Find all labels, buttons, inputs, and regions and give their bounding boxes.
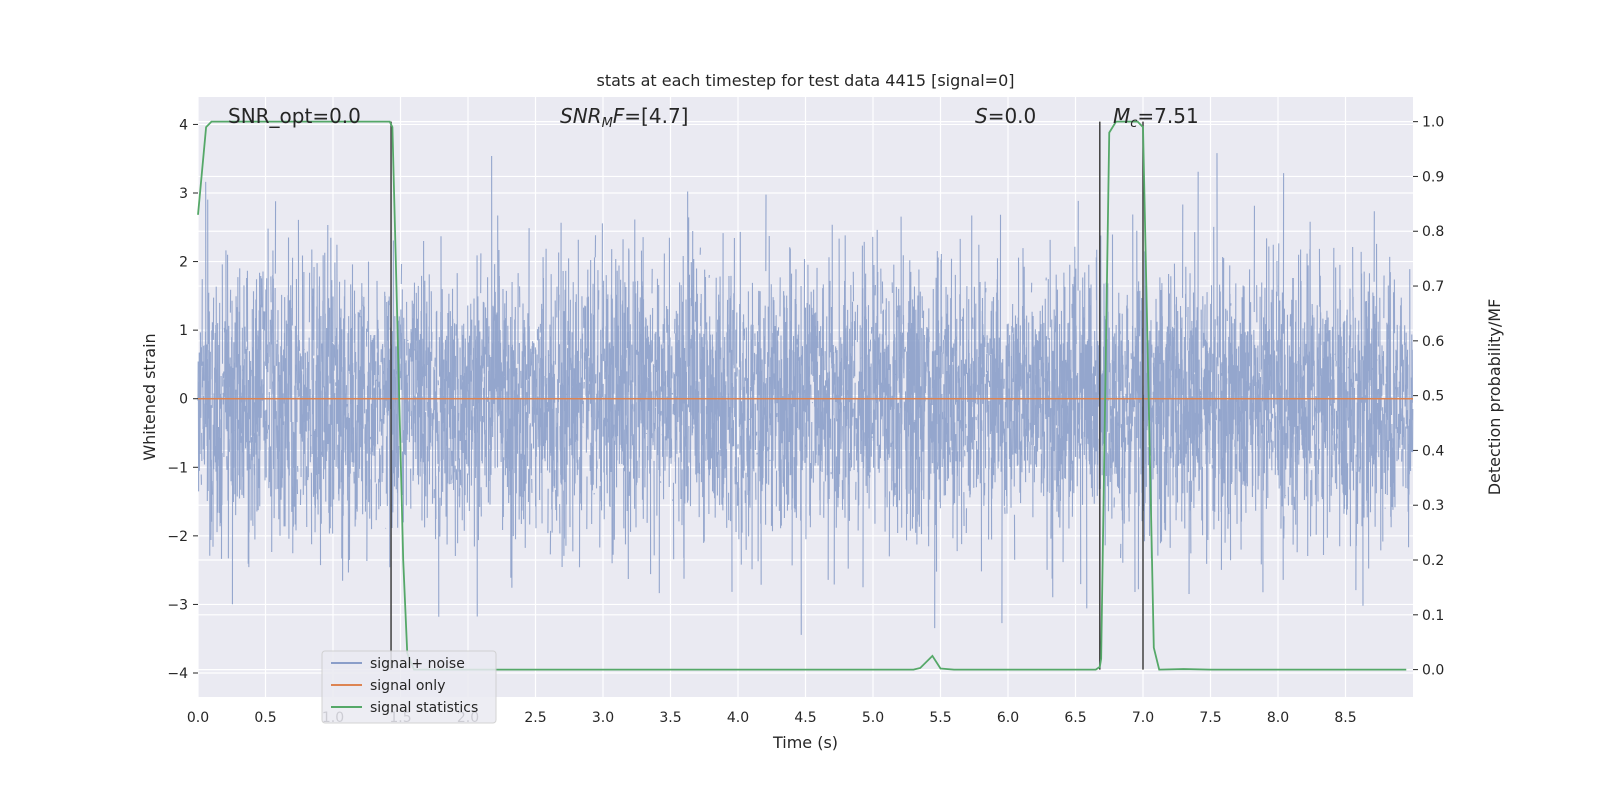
x-tick-label: 7.5: [1199, 710, 1221, 726]
y-tick-label: −4: [167, 666, 188, 682]
x-tick-label: 8.0: [1267, 710, 1289, 726]
annotation-s: S=0.0: [975, 104, 1036, 128]
y-tick-label: 1: [179, 323, 188, 339]
y2-tick-label: 0.7: [1422, 279, 1444, 295]
y2-tick-label: 0.1: [1422, 608, 1444, 624]
legend-label-signal: signal only: [370, 678, 445, 694]
x-tick-label: 4.5: [794, 710, 816, 726]
y-tick-label: −1: [167, 460, 188, 476]
annotation-snr-mf: SNRMF=[4.7]: [560, 104, 688, 131]
y-tick-label: 0: [179, 392, 188, 408]
x-tick-label: 4.0: [727, 710, 749, 726]
y2-axis-label: Detection probability/MF: [1485, 299, 1504, 496]
x-tick-label: 3.5: [659, 710, 681, 726]
y-tick-label: 2: [179, 255, 188, 271]
y2-tick-label: 0.6: [1422, 334, 1444, 350]
x-tick-label: 2.5: [524, 710, 546, 726]
y-tick-label: 4: [179, 117, 188, 133]
legend: signal+ noise signal only signal statist…: [321, 650, 497, 724]
x-tick-label: 6.5: [1064, 710, 1086, 726]
x-tick-label: 0.5: [254, 710, 276, 726]
signal-statistics-series: [197, 120, 1407, 671]
y2-tick-label: 0.9: [1422, 169, 1444, 185]
y2-tick-label: 0.8: [1422, 224, 1444, 240]
x-tick-label: 5.0: [862, 710, 884, 726]
x-tick-label: 6.0: [997, 710, 1019, 726]
y-tick-label: −2: [167, 529, 188, 545]
chart-title: stats at each timestep for test data 441…: [596, 71, 1014, 90]
y2-tick-label: 0.4: [1422, 443, 1444, 459]
legend-entry-signal-plus-noise: signal+ noise: [331, 656, 465, 672]
y2-tick-label: 0.2: [1422, 553, 1444, 569]
x-tick-label: 7.0: [1132, 710, 1154, 726]
y2-axis-ticks: 0.0 0.1 0.2 0.3 0.4 0.5 0.6 0.7 0.8 0.9 1.0: [1413, 115, 1444, 679]
x-tick-label: 8.5: [1334, 710, 1356, 726]
y2-tick-label: 0.0: [1422, 663, 1444, 679]
y-tick-label: −3: [167, 597, 188, 613]
legend-entry-signal-only: signal only: [331, 678, 445, 694]
y-axis-label: Whitened strain: [140, 333, 159, 460]
x-tick-label: 3.0: [592, 710, 614, 726]
y2-tick-label: 0.3: [1422, 498, 1444, 514]
y2-tick-label: 1.0: [1422, 115, 1444, 131]
legend-label-stats: signal statistics: [370, 700, 478, 716]
annotation-snr-opt: SNR_opt=0.0: [228, 104, 361, 128]
annotation-mc: Mc=7.51: [1113, 104, 1199, 131]
legend-box: [321, 650, 497, 724]
x-tick-label: 5.5: [929, 710, 951, 726]
x-axis-label: Time (s): [772, 733, 838, 752]
legend-entry-signal-statistics: signal statistics: [331, 700, 478, 716]
x-tick-label: 0.0: [187, 710, 209, 726]
legend-label-noise: signal+ noise: [370, 656, 465, 672]
y-tick-label: 3: [179, 186, 188, 202]
y2-tick-label: 0.5: [1422, 389, 1444, 405]
vertical-markers: [390, 121, 1144, 670]
y-axis-ticks: −4 −3 −2 −1 0 1 2 3 4: [167, 117, 198, 682]
